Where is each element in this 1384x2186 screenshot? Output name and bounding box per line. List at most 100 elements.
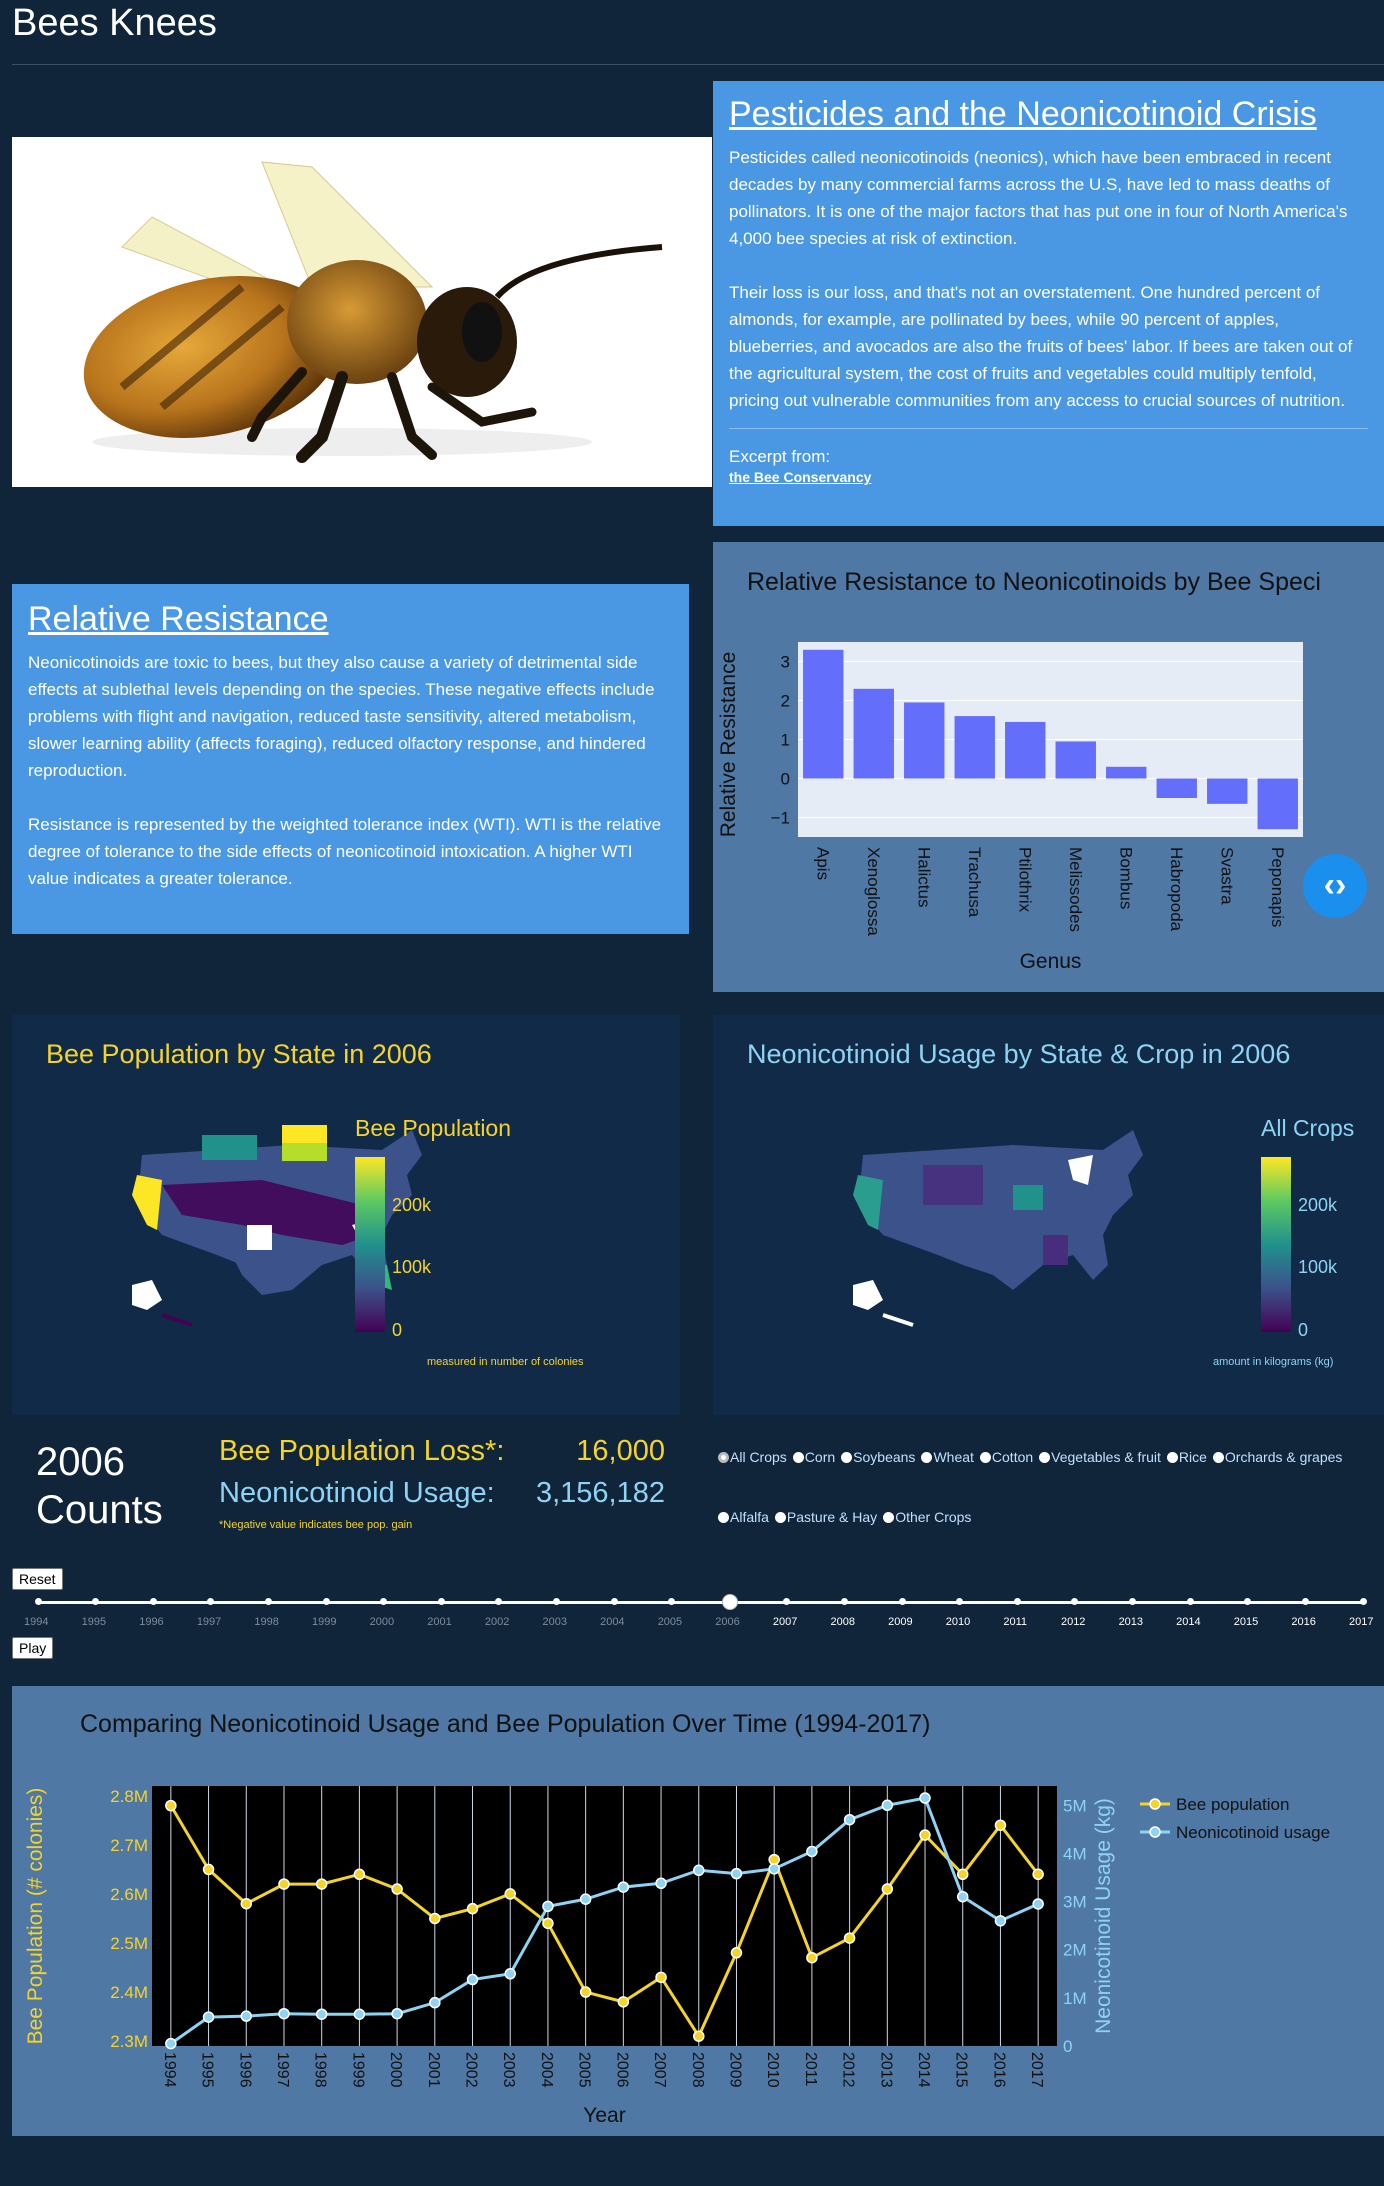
slider-tick-dot[interactable] — [1071, 1598, 1079, 1605]
carousel-next-icon[interactable]: ‹› — [1303, 854, 1367, 918]
slider-year-label[interactable]: 2017 — [1349, 1616, 1374, 1628]
series-point[interactable] — [655, 1971, 667, 1984]
radio-dot-icon[interactable] — [979, 1451, 991, 1463]
series-point[interactable] — [730, 1947, 743, 1959]
year-slider-track[interactable] — [36, 1601, 1366, 1604]
resistance-bar[interactable] — [1055, 741, 1096, 779]
crop-radio-orchards-grapes[interactable]: Orchards & grapes — [1212, 1449, 1342, 1465]
radio-dot-icon[interactable] — [1212, 1451, 1224, 1463]
slider-year-label[interactable]: 2013 — [1118, 1616, 1144, 1628]
slider-year-label[interactable]: 1994 — [24, 1616, 49, 1628]
slider-year-label[interactable]: 1997 — [196, 1616, 222, 1628]
series-point[interactable] — [240, 2010, 253, 2022]
series-point[interactable] — [617, 1996, 630, 2008]
series-point[interactable] — [956, 1868, 969, 1881]
slider-tick-dot[interactable] — [264, 1598, 272, 1605]
slider-year-label[interactable]: 2012 — [1060, 1616, 1086, 1628]
crop-radio-pasture-hay[interactable]: Pasture & Hay — [774, 1509, 877, 1525]
radio-dot-icon[interactable] — [1039, 1451, 1051, 1463]
slider-year-label[interactable]: 2007 — [772, 1616, 798, 1628]
series-point[interactable] — [579, 1893, 592, 1905]
slider-year-label[interactable]: 2009 — [888, 1616, 913, 1628]
series-point[interactable] — [278, 1878, 290, 1890]
resistance-bar[interactable] — [803, 649, 844, 779]
series-point[interactable] — [165, 1799, 177, 1812]
series-point[interactable] — [1032, 1898, 1044, 1910]
slider-tick-dot[interactable] — [1301, 1598, 1309, 1605]
series-point[interactable] — [429, 1996, 441, 2009]
resistance-bar[interactable] — [1005, 721, 1046, 779]
resistance-bar[interactable] — [1156, 778, 1197, 799]
slider-tick-dot[interactable] — [322, 1598, 330, 1605]
crop-radio-soybeans[interactable]: Soybeans — [841, 1449, 915, 1465]
crop-radio-alfalfa[interactable]: Alfalfa — [718, 1509, 769, 1525]
series-point[interactable] — [579, 1986, 592, 1998]
crop-radio-all-crops[interactable]: All Crops — [718, 1449, 787, 1465]
slider-tick-dot[interactable] — [956, 1598, 964, 1605]
slider-tick-dot[interactable] — [668, 1598, 676, 1605]
slider-year-label[interactable]: 2002 — [484, 1616, 510, 1628]
radio-dot-icon[interactable] — [792, 1451, 804, 1463]
radio-dot-icon[interactable] — [718, 1511, 729, 1523]
slider-tick-dot[interactable] — [841, 1598, 849, 1605]
slider-year-label[interactable]: 1996 — [139, 1616, 164, 1628]
slider-year-label[interactable]: 2011 — [1003, 1616, 1027, 1628]
radio-dot-icon[interactable] — [718, 1451, 729, 1463]
series-point[interactable] — [655, 1877, 667, 1890]
series-point[interactable] — [240, 1897, 253, 1910]
neonicotinoid-choropleth[interactable] — [843, 1115, 1183, 1345]
resistance-bar[interactable] — [954, 716, 995, 779]
slider-tick-dot[interactable] — [610, 1598, 618, 1605]
series-point[interactable] — [315, 2008, 328, 2020]
slider-tick-dot[interactable] — [380, 1598, 388, 1605]
slider-tick-dot[interactable] — [149, 1598, 157, 1605]
reset-button[interactable]: Reset — [12, 1568, 63, 1590]
series-point[interactable] — [542, 1917, 554, 1930]
slider-tick-dot[interactable] — [552, 1598, 560, 1605]
series-point[interactable] — [843, 1932, 856, 1944]
slider-year-label[interactable]: 2006 — [715, 1616, 740, 1628]
series-point[interactable] — [391, 1883, 403, 1895]
crop-radio-rice[interactable]: Rice — [1166, 1449, 1207, 1465]
radio-dot-icon[interactable] — [774, 1511, 786, 1523]
slider-year-label[interactable]: 1998 — [254, 1616, 279, 1628]
series-point[interactable] — [693, 1864, 705, 1877]
crop-radio-cotton[interactable]: Cotton — [979, 1449, 1033, 1465]
legend-label[interactable]: Neonicotinoid usage — [1176, 1823, 1330, 1842]
series-point[interactable] — [693, 2030, 705, 2042]
series-point[interactable] — [278, 2007, 290, 2020]
resistance-bar[interactable] — [904, 702, 945, 779]
slider-year-label[interactable]: 2014 — [1176, 1616, 1201, 1628]
slider-tick-dot[interactable] — [1013, 1598, 1021, 1605]
series-point[interactable] — [466, 1902, 479, 1915]
series-point[interactable] — [994, 1915, 1007, 1927]
series-point[interactable] — [165, 2037, 177, 2050]
radio-dot-icon[interactable] — [883, 1511, 895, 1523]
series-point[interactable] — [504, 1968, 516, 1980]
series-point[interactable] — [806, 1951, 818, 1964]
series-point[interactable] — [956, 1890, 969, 1903]
resistance-bar[interactable] — [1257, 778, 1298, 830]
crop-radio-wheat[interactable]: Wheat — [921, 1449, 974, 1465]
slider-tick-dot[interactable] — [1129, 1598, 1137, 1605]
crop-radio-vegetables-fruit[interactable]: Vegetables & fruit — [1039, 1449, 1161, 1465]
series-point[interactable] — [919, 1792, 931, 1804]
slider-year-label[interactable]: 2010 — [945, 1616, 971, 1628]
series-point[interactable] — [504, 1888, 516, 1900]
series-point[interactable] — [994, 1819, 1007, 1831]
legend-label[interactable]: Bee population — [1176, 1795, 1289, 1814]
slider-tick-dot[interactable] — [783, 1598, 791, 1605]
slider-tick-dot[interactable] — [1186, 1598, 1194, 1605]
radio-dot-icon[interactable] — [841, 1451, 853, 1463]
series-point[interactable] — [202, 2011, 215, 2023]
legend-marker-icon[interactable] — [1149, 1798, 1161, 1810]
series-point[interactable] — [881, 1883, 894, 1895]
slider-year-label[interactable]: 2001 — [427, 1616, 452, 1628]
slider-tick-dot[interactable] — [1244, 1598, 1252, 1605]
slider-year-label[interactable]: 1999 — [312, 1616, 337, 1628]
slider-year-label[interactable]: 2004 — [600, 1616, 625, 1628]
bee-population-choropleth[interactable] — [122, 1115, 462, 1345]
radio-dot-icon[interactable] — [1166, 1451, 1178, 1463]
slider-year-label[interactable]: 2005 — [657, 1616, 683, 1628]
resistance-bar[interactable] — [1207, 778, 1248, 804]
